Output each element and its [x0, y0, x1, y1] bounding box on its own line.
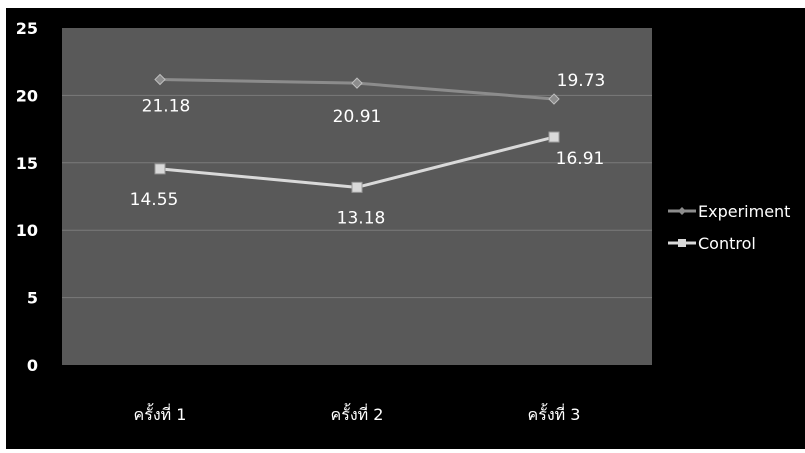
data-label: 20.91: [333, 107, 382, 127]
data-label: 19.73: [557, 71, 606, 91]
data-label: 16.91: [556, 149, 605, 169]
data-point-marker: [154, 163, 166, 175]
legend: Experiment Control: [668, 202, 790, 253]
data-point-marker: [351, 181, 363, 193]
data-labels: 21.18 20.91 19.73 14.55 13.18 16.91: [130, 71, 606, 228]
x-axis-ticks: ครั้งที่ 1 ครั้งที่ 2 ครั้งที่ 3: [134, 403, 581, 424]
data-point-marker: [154, 73, 166, 86]
data-point-marker: [548, 93, 560, 105]
y-tick-label: 20: [16, 86, 38, 105]
data-point-marker: [351, 77, 363, 89]
y-tick-label: 5: [27, 289, 38, 308]
data-label: 13.18: [337, 208, 386, 228]
x-tick-label: ครั้งที่ 2: [331, 403, 384, 424]
y-tick-label: 25: [16, 19, 38, 38]
y-tick-label: 10: [16, 221, 38, 240]
y-axis-ticks: 0 5 10 15 20 25: [16, 19, 38, 375]
data-label: 14.55: [130, 190, 179, 210]
x-tick-label: ครั้งที่ 3: [528, 403, 581, 424]
legend-label-experiment: Experiment: [698, 202, 790, 221]
y-tick-label: 0: [27, 356, 38, 375]
data-point-marker: [548, 131, 560, 143]
legend-marker: [678, 239, 686, 247]
x-tick-label: ครั้งที่ 1: [134, 403, 187, 424]
series-layer: [154, 73, 560, 193]
legend-label-control: Control: [698, 234, 756, 253]
legend-marker: [678, 207, 686, 215]
data-label: 21.18: [142, 96, 191, 116]
y-tick-label: 15: [16, 154, 38, 173]
